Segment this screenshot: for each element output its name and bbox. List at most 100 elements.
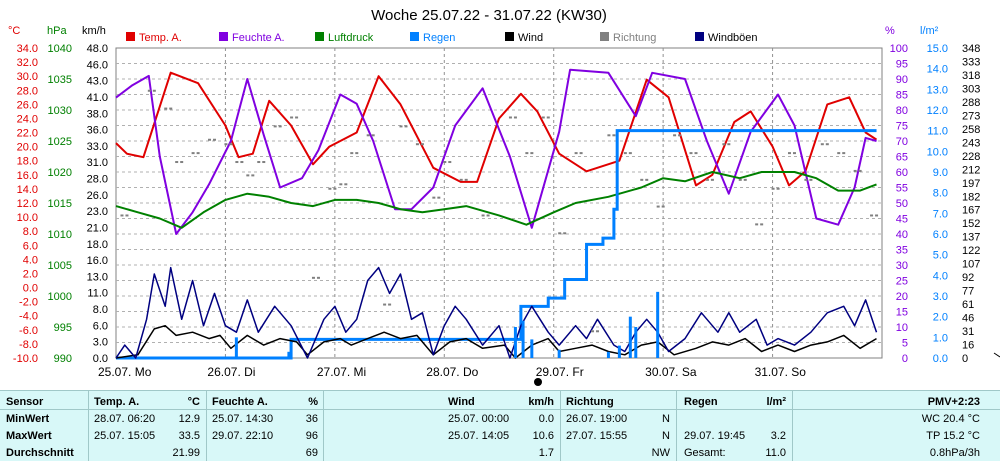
temp-tick: 0.0: [23, 283, 38, 295]
speed-tick: 26.0: [87, 190, 108, 202]
direction-max-time: 27.07. 15:55: [566, 430, 628, 442]
direction-tick: 273: [962, 110, 980, 122]
direction-dot: [694, 152, 698, 155]
temp-unit-label: °C: [8, 25, 20, 37]
rain-tick: 7.0: [933, 208, 948, 220]
legend-swatch: [126, 32, 135, 41]
direction-tick: 348: [962, 43, 980, 55]
direction-dot: [842, 152, 846, 155]
legend-label: Temp. A.: [139, 32, 182, 44]
humidity-tick: 30: [896, 260, 908, 272]
direction-dot: [755, 223, 759, 226]
pressure-tick: 1035: [48, 74, 72, 86]
speed-tick: 23.0: [87, 206, 108, 218]
humidity-tick: 100: [890, 43, 908, 55]
col-divider: [676, 390, 677, 461]
direction-dot: [875, 214, 879, 217]
speed-tick: 21.0: [87, 222, 108, 234]
speed-tick: 28.0: [87, 174, 108, 186]
direction-dot: [673, 134, 677, 137]
rain-tick: 10.0: [927, 146, 948, 158]
direction-tick: 333: [962, 56, 980, 68]
legend-label: Richtung: [613, 32, 656, 44]
humidity-tick: 90: [896, 74, 908, 86]
rain-tick: 13.0: [927, 84, 948, 96]
humidity-min: 36: [305, 413, 318, 425]
temp-tick: 22.0: [17, 128, 38, 140]
pressure-tick: 1020: [48, 167, 72, 179]
wind-unit: km/h: [528, 396, 554, 408]
temp-tick: -4.0: [19, 311, 38, 323]
direction-dot: [240, 161, 244, 164]
rain-tick: 15.0: [927, 43, 948, 55]
rain-tick: 12.0: [927, 105, 948, 117]
temp-header: Temp. A.: [94, 396, 140, 408]
rain-bar: [513, 327, 517, 358]
humidity-min-time: 25.07. 14:30: [212, 413, 274, 425]
rain-bar: [521, 320, 525, 358]
direction-dot: [290, 116, 294, 119]
humidity-max: 96: [305, 430, 318, 442]
direction-dot: [596, 330, 600, 333]
rain-bar: [557, 349, 561, 358]
direction-dot: [388, 303, 392, 306]
humidity-tick: 15: [896, 307, 908, 319]
x-tick-label: 31.07. So: [755, 365, 807, 379]
row-label-sensor: Sensor: [6, 396, 44, 408]
direction-dot: [727, 143, 731, 146]
pressure-tick: 1015: [48, 198, 72, 210]
direction-dot: [525, 152, 529, 155]
scroll-marker[interactable]: [534, 378, 542, 386]
humidity-tick: 35: [896, 245, 908, 257]
direction-tick: 258: [962, 124, 980, 136]
direction-dot: [169, 107, 173, 110]
direction-dot: [574, 152, 578, 155]
direction-dot: [273, 125, 277, 128]
direction-dot: [804, 178, 808, 181]
direction-dot: [464, 178, 468, 181]
temp-tick: 32.0: [17, 57, 38, 69]
direction-dot: [689, 152, 693, 155]
temp-tick: 26.0: [17, 99, 38, 111]
rain-bar: [606, 351, 610, 358]
direction-dot: [853, 169, 857, 172]
legend-swatch: [600, 32, 609, 41]
speed-tick: 48.0: [87, 43, 108, 55]
x-tick-label: 25.07. Mo: [98, 365, 152, 379]
direction-dot: [612, 134, 616, 137]
speed-tick: 6.0: [93, 320, 108, 332]
direction-tick: 137: [962, 232, 980, 244]
direction-dot: [175, 161, 179, 164]
speed-tick: 13.0: [87, 271, 108, 283]
rain-bar: [287, 351, 291, 358]
temp-tick: 4.0: [23, 254, 38, 266]
temp-tick: 16.0: [17, 170, 38, 182]
direction-dot: [558, 232, 562, 235]
x-tick-label: 30.07. Sa: [645, 365, 697, 379]
chart-legend: Temp. A. Feuchte A. Luftdruck Regen Wind Rich…: [126, 32, 758, 44]
direction-dot: [420, 143, 424, 146]
humidity-tick: 45: [896, 214, 908, 226]
weather-chart: Woche 25.07.22 - 31.07.22 (KW30) Temp. A…: [8, 7, 1000, 386]
direction-dot: [809, 178, 813, 181]
direction-dot: [628, 152, 632, 155]
direction-dot: [120, 214, 124, 217]
legend-label: Regen: [423, 32, 455, 44]
temp-tick: 2.0: [23, 268, 38, 280]
direction-dot: [776, 187, 780, 190]
temp-tick: -10.0: [13, 353, 38, 365]
direction-dot: [771, 187, 775, 190]
speed-tick: 3.0: [93, 337, 108, 349]
rain-max-time: 29.07. 19:45: [684, 430, 746, 442]
legend-label: Windböen: [708, 32, 758, 44]
direction-dot: [705, 178, 709, 181]
direction-dot: [607, 134, 611, 137]
humidity-unit: %: [308, 396, 318, 408]
humidity-tick: 85: [896, 90, 908, 102]
direction-dot: [738, 178, 742, 181]
direction-dot: [459, 178, 463, 181]
direction-dot: [710, 178, 714, 181]
humidity-tick: 95: [896, 59, 908, 71]
pmv-rate: 0.8hPa/3h: [929, 447, 980, 459]
direction-tick: 46: [962, 313, 974, 325]
